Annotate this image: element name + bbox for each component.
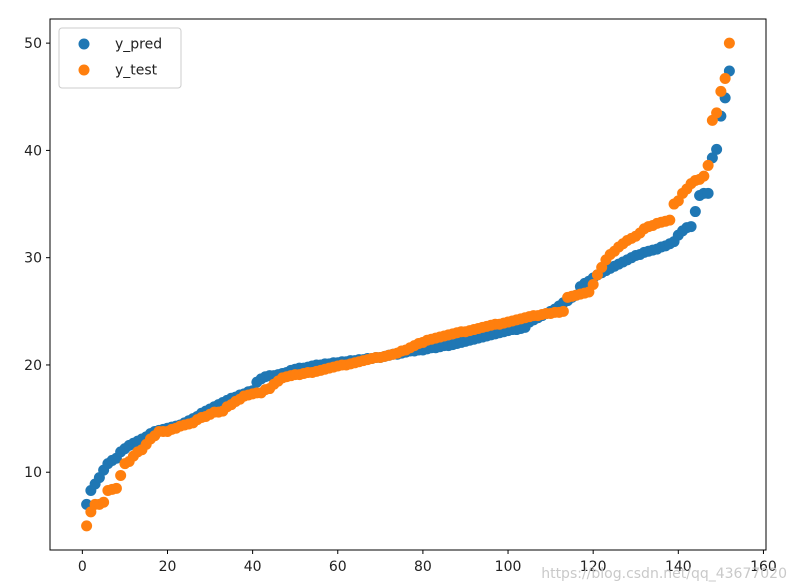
x-tick-label: 40 xyxy=(244,559,262,575)
point-y-test xyxy=(557,305,569,317)
point-y-test xyxy=(698,170,710,182)
plot-frame xyxy=(49,18,767,551)
y-tick-label: 30 xyxy=(24,251,42,267)
x-tick-label: 80 xyxy=(414,559,432,575)
point-y-test xyxy=(98,496,110,508)
point-y-pred xyxy=(689,206,701,218)
x-tick-label: 0 xyxy=(78,559,87,575)
point-y-test xyxy=(723,37,735,49)
point-y-test xyxy=(587,279,599,290)
point-y-test xyxy=(110,482,122,494)
legend: y_pred y_test xyxy=(58,27,182,89)
legend-label-y-test: y_test xyxy=(115,63,158,79)
y-tick-label: 40 xyxy=(24,143,42,159)
point-y-test xyxy=(702,159,714,171)
legend-marker-y-pred xyxy=(78,38,90,50)
point-y-test xyxy=(711,107,723,119)
y-axis: 10 20 30 40 50 xyxy=(24,36,50,481)
point-y-test xyxy=(664,214,676,226)
x-tick-label: 140 xyxy=(665,559,692,575)
point-y-pred xyxy=(685,221,697,233)
y-tick-label: 10 xyxy=(24,465,42,481)
y-tick-label: 20 xyxy=(24,358,42,374)
point-y-test xyxy=(81,520,93,532)
series-y-test xyxy=(81,37,735,532)
x-tick-label: 20 xyxy=(159,559,177,575)
legend-label-y-pred: y_pred xyxy=(115,37,162,53)
point-y-pred xyxy=(711,143,723,155)
data-points xyxy=(81,37,735,532)
x-tick-label: 120 xyxy=(580,559,607,575)
point-y-test xyxy=(115,469,127,481)
x-tick-label: 60 xyxy=(329,559,347,575)
legend-box xyxy=(58,27,182,89)
x-tick-label: 100 xyxy=(495,559,522,575)
x-tick-label: 160 xyxy=(750,559,777,575)
watermark: https://blog.csdn.net/qq_43677020 xyxy=(541,566,787,582)
x-axis: 0 20 40 60 80 100 120 140 160 xyxy=(78,550,777,575)
point-y-test xyxy=(715,85,727,97)
y-tick-label: 50 xyxy=(24,36,42,52)
point-y-test xyxy=(719,73,731,85)
legend-marker-y-test xyxy=(78,64,90,76)
point-y-pred xyxy=(702,187,714,199)
